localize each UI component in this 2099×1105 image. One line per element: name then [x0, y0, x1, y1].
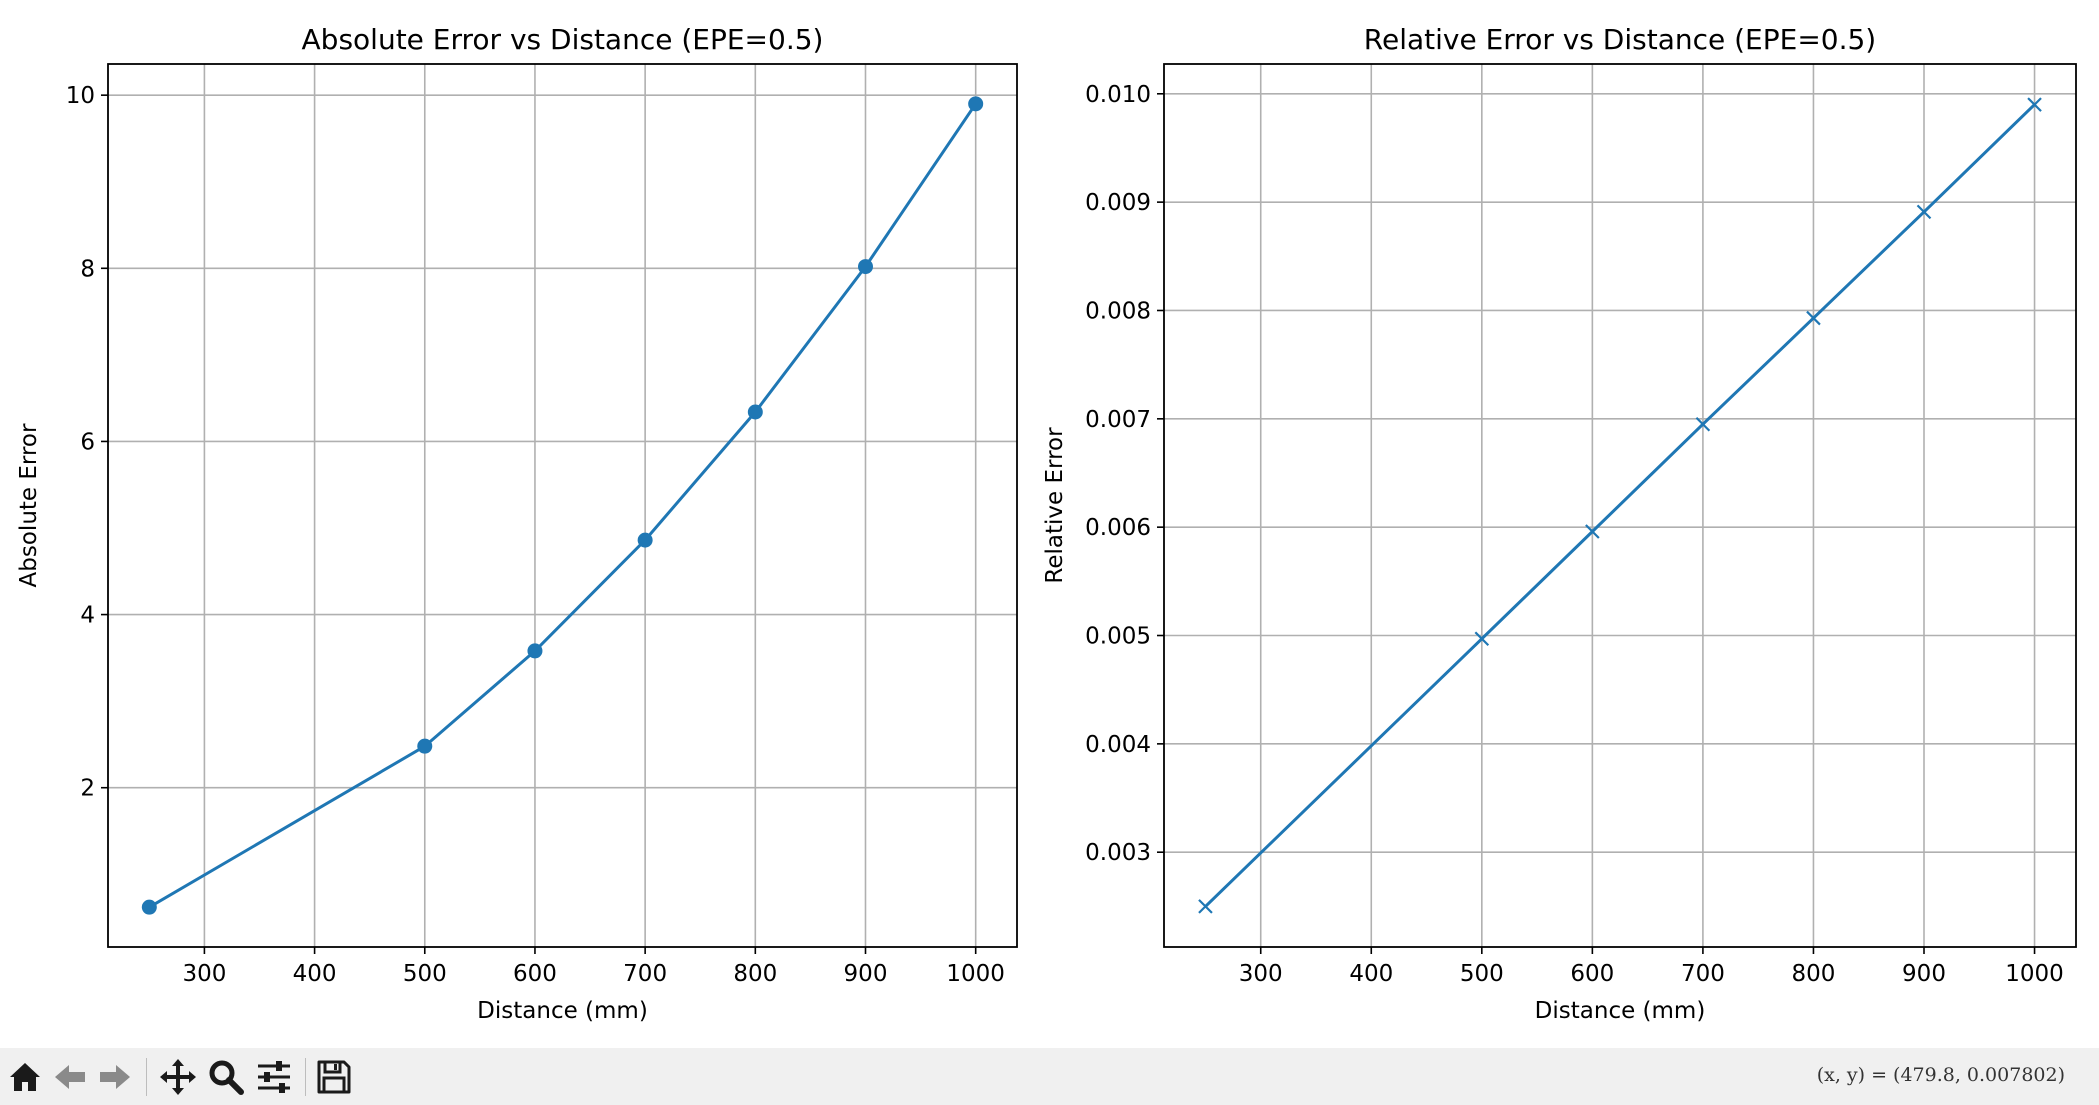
x-axis-label: Distance (mm)	[477, 998, 648, 1024]
y-tick-label: 0.005	[1085, 624, 1151, 650]
arrow-left-icon	[55, 1065, 85, 1089]
y-tick-label: 0.009	[1085, 190, 1151, 216]
data-point	[1695, 416, 1711, 432]
y-axis-label: Relative Error	[1042, 427, 1068, 584]
y-tick-label: 2	[80, 776, 95, 802]
chart-title: Absolute Error vs Distance (EPE=0.5)	[302, 23, 824, 56]
figure: 300 400 500 600 700 800 900 1000 2 4 6 8 10 Absolute …	[16, 23, 2077, 1024]
data-point	[637, 532, 653, 548]
x-tick-label: 800	[1792, 961, 1836, 987]
arrow-right-icon	[100, 1065, 130, 1089]
y-tick-label: 0.006	[1085, 515, 1151, 541]
home-icon	[10, 1063, 40, 1091]
pan-button[interactable]	[158, 1057, 198, 1097]
x-tick-label: 600	[1570, 961, 1614, 987]
data-point	[141, 899, 157, 915]
y-tick-label: 6	[80, 429, 95, 455]
y-tick-label: 0.003	[1085, 840, 1151, 866]
series-line	[1204, 103, 2036, 908]
data-point	[527, 643, 543, 659]
x-tick-label: 300	[182, 961, 226, 987]
x-tick-label: 900	[1902, 961, 1946, 987]
x-tick-label: 300	[1239, 961, 1283, 987]
data-point	[1916, 204, 1932, 220]
data-point	[2027, 97, 2042, 112]
data-point	[1806, 310, 1821, 326]
data-point	[1474, 631, 1490, 647]
configure-subplots-button[interactable]	[254, 1057, 294, 1097]
back-button[interactable]	[50, 1057, 90, 1097]
coordinates-readout: (x, y) = (479.8, 0.007802)	[1816, 1064, 2065, 1086]
x-tick-label: 1000	[946, 961, 1005, 987]
x-tick-label: 800	[733, 961, 777, 987]
x-tick-label: 400	[1349, 961, 1393, 987]
data-point	[1198, 899, 1213, 914]
magnifier-icon	[209, 1060, 244, 1095]
chart-title: Relative Error vs Distance (EPE=0.5)	[1364, 23, 1876, 56]
y-tick-label: 4	[80, 603, 95, 629]
sliders-icon	[258, 1061, 290, 1093]
y-tick-label: 0.008	[1085, 298, 1151, 324]
y-tick-label: 0.007	[1085, 407, 1151, 433]
y-tick-label: 10	[66, 83, 95, 109]
toolbar-separator	[305, 1058, 306, 1096]
x-tick-label: 900	[844, 961, 888, 987]
y-tick-label: 0.004	[1085, 732, 1151, 758]
relative-error-axes: 300 400 500 600 700 800 900 1000 0.003 0.004 0.005…	[1042, 23, 2077, 1024]
data-point	[747, 404, 763, 420]
toolbar-separator	[146, 1058, 147, 1096]
data-point	[417, 738, 433, 754]
x-tick-label: 500	[1460, 961, 1504, 987]
x-tick-label: 700	[623, 961, 667, 987]
x-axis-label: Distance (mm)	[1535, 998, 1706, 1024]
zoom-button[interactable]	[206, 1057, 246, 1097]
y-tick-label: 8	[80, 256, 95, 282]
floppy-disk-icon	[317, 1060, 351, 1094]
forward-button[interactable]	[95, 1057, 135, 1097]
x-tick-label: 1000	[2005, 961, 2064, 987]
x-tick-label: 700	[1681, 961, 1725, 987]
data-point	[1585, 524, 1600, 539]
absolute-error-axes: 300 400 500 600 700 800 900 1000 2 4 6 8 10 Absolute …	[16, 23, 1018, 1024]
x-tick-label: 400	[293, 961, 337, 987]
x-tick-label: 500	[403, 961, 447, 987]
y-axis-label: Absolute Error	[16, 423, 42, 587]
axes-frame	[1163, 63, 2077, 948]
home-button[interactable]	[5, 1057, 45, 1097]
save-button[interactable]	[314, 1057, 354, 1097]
axes-frame	[107, 63, 1018, 948]
series-line	[148, 102, 977, 909]
data-point	[858, 259, 873, 275]
y-tick-label: 0.010	[1085, 82, 1151, 108]
data-point	[968, 96, 984, 112]
move-icon	[160, 1059, 196, 1095]
navigation-toolbar: (x, y) = (479.8, 0.007802)	[0, 1048, 2099, 1105]
x-tick-label: 600	[513, 961, 557, 987]
